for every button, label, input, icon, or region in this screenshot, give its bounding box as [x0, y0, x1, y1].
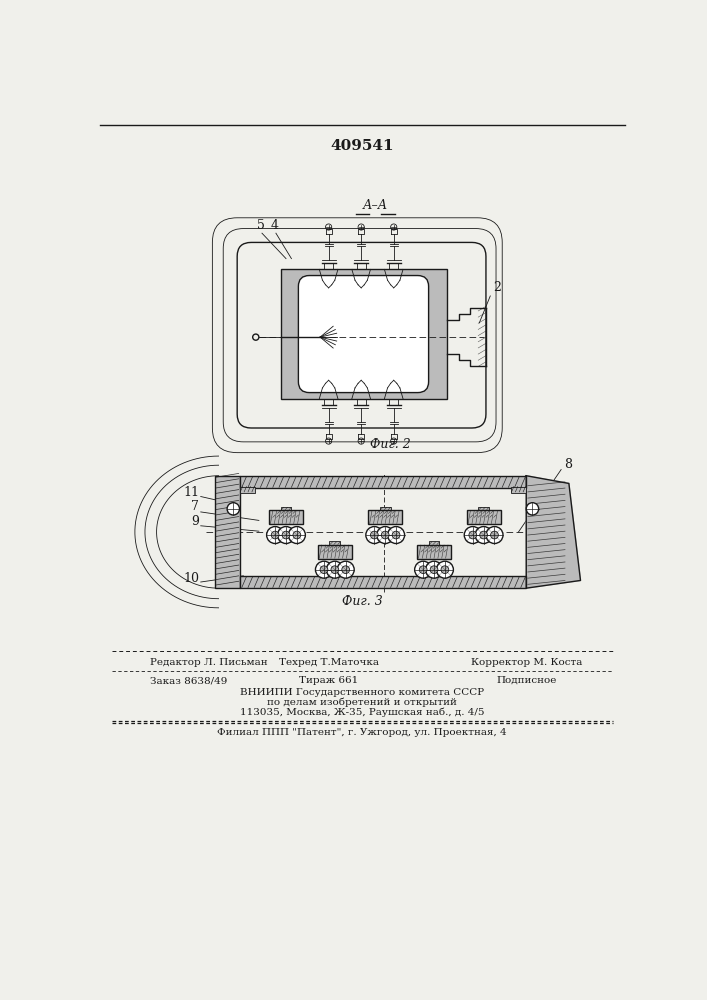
Bar — [272, 514, 300, 518]
Circle shape — [381, 531, 389, 539]
Circle shape — [469, 531, 477, 539]
Bar — [420, 549, 448, 553]
Text: по делам изобретений и открытий: по делам изобретений и открытий — [267, 697, 457, 707]
FancyBboxPatch shape — [298, 276, 428, 393]
Text: 4: 4 — [271, 219, 279, 232]
Text: Редактор Л. Письман: Редактор Л. Письман — [151, 658, 268, 667]
Text: 409541: 409541 — [330, 139, 394, 153]
Circle shape — [426, 561, 443, 578]
Circle shape — [271, 531, 279, 539]
Bar — [380, 507, 391, 510]
Text: Техред Т.Маточка: Техред Т.Маточка — [279, 658, 379, 667]
Text: 7: 7 — [192, 500, 199, 513]
Circle shape — [337, 561, 354, 578]
Text: ВНИИПИ Государственного комитета СССР: ВНИИПИ Государственного комитета СССР — [240, 688, 484, 697]
Circle shape — [288, 527, 305, 544]
Bar — [474, 510, 493, 514]
Circle shape — [414, 561, 432, 578]
Bar — [428, 541, 440, 545]
Text: Заказ 8638/49: Заказ 8638/49 — [151, 676, 228, 685]
Circle shape — [227, 503, 240, 515]
Bar — [325, 545, 344, 549]
Circle shape — [387, 527, 404, 544]
Text: Корректор М. Коста: Корректор М. Коста — [471, 658, 582, 667]
Bar — [371, 514, 399, 518]
Bar — [321, 549, 349, 553]
Text: 10: 10 — [183, 572, 199, 585]
Text: 11: 11 — [183, 486, 199, 499]
Text: А–А: А–А — [363, 199, 387, 212]
Circle shape — [441, 566, 449, 574]
Circle shape — [282, 531, 290, 539]
Bar — [368, 510, 402, 524]
Bar — [417, 545, 451, 559]
Bar — [469, 514, 498, 518]
Bar — [240, 576, 526, 588]
Circle shape — [436, 561, 453, 578]
Polygon shape — [526, 476, 580, 588]
Circle shape — [327, 561, 344, 578]
Circle shape — [486, 527, 503, 544]
Bar — [425, 545, 443, 549]
Bar — [317, 545, 352, 559]
Bar — [240, 476, 526, 488]
Text: Филиал ППП "Патент", г. Ужгород, ул. Проектная, 4: Филиал ППП "Патент", г. Ужгород, ул. Про… — [217, 728, 507, 737]
Circle shape — [267, 527, 284, 544]
Bar — [240, 487, 255, 493]
Bar — [467, 510, 501, 524]
Text: Фиг. 3: Фиг. 3 — [341, 595, 382, 608]
Circle shape — [331, 566, 339, 574]
Circle shape — [370, 531, 378, 539]
Text: 9: 9 — [192, 515, 199, 528]
Circle shape — [315, 561, 332, 578]
Text: Подписное: Подписное — [496, 676, 556, 685]
Circle shape — [464, 527, 481, 544]
Bar — [281, 269, 448, 399]
Circle shape — [392, 531, 400, 539]
Bar — [281, 507, 291, 510]
Circle shape — [377, 527, 394, 544]
Bar — [478, 507, 489, 510]
Circle shape — [293, 531, 300, 539]
Bar — [269, 510, 303, 524]
Circle shape — [277, 527, 295, 544]
Bar — [376, 510, 395, 514]
Text: 5: 5 — [257, 219, 265, 232]
Bar — [215, 476, 240, 588]
Text: 8: 8 — [564, 458, 572, 471]
Circle shape — [320, 566, 328, 574]
Circle shape — [419, 566, 427, 574]
Circle shape — [475, 527, 492, 544]
Text: Тираж 661: Тираж 661 — [299, 676, 358, 685]
Bar — [329, 541, 340, 545]
Circle shape — [526, 503, 539, 515]
Circle shape — [430, 566, 438, 574]
Bar — [281, 269, 448, 399]
Circle shape — [366, 527, 383, 544]
Bar — [510, 487, 526, 493]
Text: Фиг. 2: Фиг. 2 — [370, 438, 411, 451]
Circle shape — [480, 531, 488, 539]
Circle shape — [491, 531, 498, 539]
Circle shape — [341, 566, 349, 574]
Bar — [276, 510, 296, 514]
Text: 113035, Москва, Ж-35, Раушская наб., д. 4/5: 113035, Москва, Ж-35, Раушская наб., д. … — [240, 707, 484, 717]
Text: 2: 2 — [493, 281, 501, 294]
